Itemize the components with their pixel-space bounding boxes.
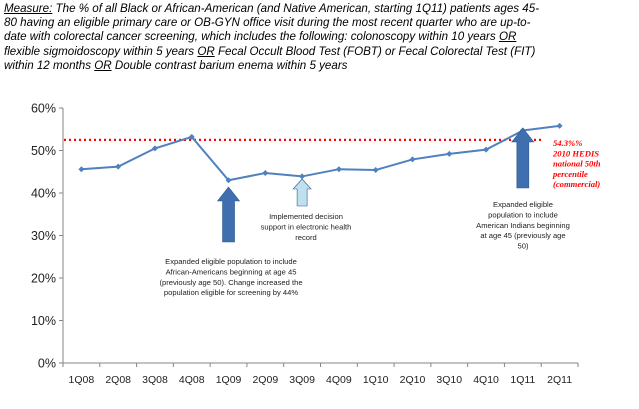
measure-line-2: 80 having an eligible primary care or OB… [4, 16, 531, 30]
annotation-arrow [511, 127, 535, 189]
annotation-line: support in electronic health [261, 222, 352, 231]
benchmark-label: percentile [552, 169, 588, 179]
data-point [556, 122, 563, 129]
y-tick-label: 60% [31, 102, 56, 116]
y-tick-label: 10% [31, 314, 56, 328]
data-point [188, 133, 195, 140]
data-point [225, 177, 232, 184]
annotation-line: Expanded eligible [493, 200, 553, 209]
y-tick-label: 0% [38, 357, 56, 371]
data-point [299, 173, 306, 180]
annotation-line: population eligible for screening by 44% [164, 288, 298, 297]
x-tick-label: 3Q09 [289, 374, 315, 386]
annotation-arrow [216, 186, 241, 243]
benchmark-label: 54.3%% [553, 138, 582, 148]
x-tick-label: 1Q10 [363, 374, 389, 386]
annotation-line: American Indians beginning [476, 221, 570, 230]
benchmark-label: (commercial) [553, 179, 600, 189]
annotation-line: (previously age 50). Change increased th… [159, 278, 302, 287]
annotation-line: Implemented decision [269, 212, 343, 221]
y-tick-label: 20% [31, 272, 56, 286]
x-tick-label: 2Q10 [400, 374, 426, 386]
annotation-line: African-Americans beginning at age 45 [166, 267, 297, 276]
y-tick-label: 40% [31, 187, 56, 201]
x-tick-label: 3Q08 [142, 374, 168, 386]
annotation-line: population to include [488, 210, 558, 219]
data-point [151, 145, 158, 152]
measure-label: Measure: [4, 2, 53, 15]
annotation-text: Expanded eligible population to includeA… [159, 257, 302, 297]
x-tick-label: 4Q09 [326, 374, 352, 386]
annotation-line: record [295, 233, 317, 242]
data-point [115, 163, 122, 170]
measure-description: Measure: The % of all Black or African-A… [4, 2, 636, 73]
data-point [262, 170, 269, 177]
data-point [78, 166, 85, 173]
x-tick-label: 1Q08 [69, 374, 95, 386]
data-point [483, 146, 490, 153]
annotation-line: 50) [518, 242, 529, 251]
annotation-line: at age 45 (previously age [480, 231, 565, 240]
y-tick-label: 30% [31, 229, 56, 243]
x-tick-label: 1Q11 [510, 374, 535, 386]
data-point [409, 156, 416, 163]
annotation-arrow [292, 178, 312, 207]
data-point [446, 150, 453, 157]
measure-line-5: within 12 months OR Double contrast bari… [4, 58, 348, 72]
x-tick-label: 2Q11 [547, 374, 572, 386]
annotation-line: Expanded eligible population to include [165, 257, 297, 266]
x-tick-label: 4Q08 [179, 374, 205, 386]
data-point [335, 166, 342, 173]
x-tick-label: 3Q10 [436, 374, 462, 386]
x-tick-label: 2Q09 [252, 374, 278, 386]
x-tick-label: 2Q08 [105, 374, 131, 386]
measure-line-4: flexible sigmoidoscopy within 5 years OR… [4, 44, 536, 58]
data-point [372, 167, 379, 174]
measure-line-3: date with colorectal cancer screening, w… [4, 30, 517, 44]
series-line [81, 124, 560, 182]
benchmark-label: national 50th [553, 159, 601, 169]
y-tick-label: 50% [31, 144, 56, 158]
x-tick-label: 1Q09 [216, 374, 242, 386]
x-tick-label: 4Q10 [473, 374, 499, 386]
measure-line-1: Measure: The % of all Black or African-A… [4, 2, 540, 15]
benchmark-label: 2010 HEDIS [552, 148, 599, 158]
